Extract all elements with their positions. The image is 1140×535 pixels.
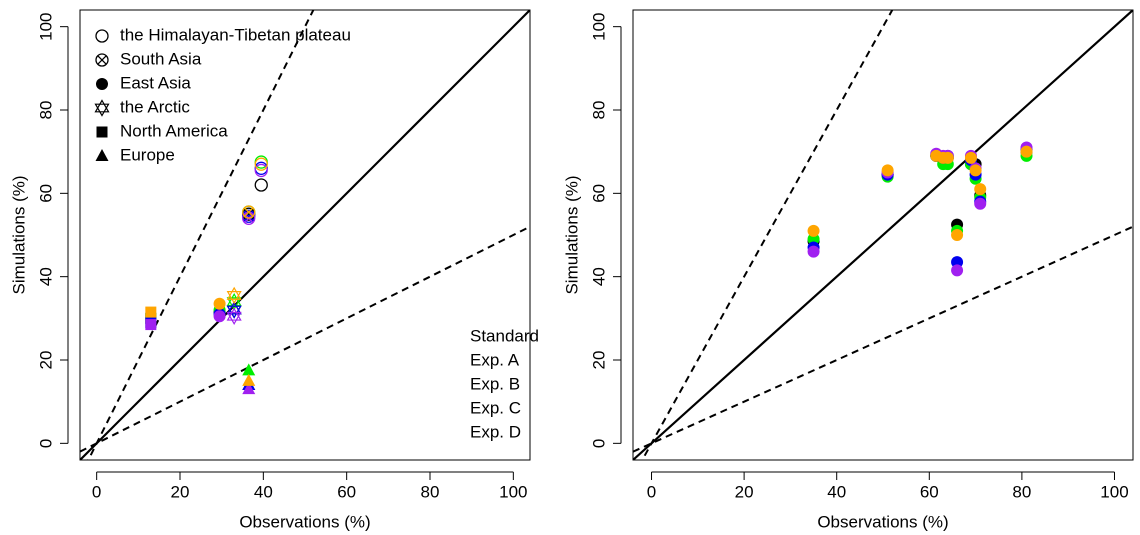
reference-line — [641, 10, 894, 460]
x-tick-label: 20 — [735, 482, 754, 501]
y-tick-label: 0 — [589, 439, 608, 448]
y-tick-label: 0 — [36, 439, 55, 448]
x-tick-label: 40 — [254, 482, 273, 501]
point — [1020, 145, 1033, 158]
plot-frame — [632, 9, 1134, 461]
point — [951, 229, 964, 241]
x-tick-label: 100 — [499, 482, 527, 501]
point — [964, 151, 977, 164]
reference-lines — [80, 10, 530, 460]
reference-line — [80, 225, 530, 453]
point — [254, 157, 268, 171]
point — [242, 205, 256, 219]
reference-line — [87, 10, 315, 460]
legend-marker — [96, 126, 108, 138]
x-tick-label: 0 — [647, 482, 656, 501]
point — [242, 382, 256, 395]
x-tick-label: 0 — [92, 482, 101, 501]
legend-label: Exp. D — [470, 422, 521, 441]
legend-marker — [94, 99, 110, 117]
x-tick-label: 80 — [1012, 482, 1031, 501]
legend-marker — [95, 29, 109, 43]
y-tick-label: 60 — [36, 184, 55, 203]
x-tick-label: 60 — [337, 482, 356, 501]
point — [941, 151, 954, 164]
y-tick-label: 80 — [36, 101, 55, 120]
y-tick-label: 20 — [36, 351, 55, 370]
point — [974, 197, 987, 210]
reference-lines — [633, 10, 1133, 460]
point — [951, 256, 964, 269]
legend-marker — [95, 149, 109, 161]
y-axis-label: Simulations (%) — [9, 175, 28, 294]
point — [807, 233, 820, 246]
y-tick-label: 40 — [36, 267, 55, 286]
reference-line — [633, 225, 1133, 453]
legend-label: Europe — [120, 145, 175, 164]
legend-label: Exp. B — [470, 374, 520, 393]
point — [242, 373, 256, 386]
reference-line — [633, 10, 1133, 460]
legend-label: the Arctic — [120, 97, 190, 116]
legend-label: East Asia — [120, 73, 191, 92]
x-tick-label: 20 — [171, 482, 190, 501]
point — [807, 245, 820, 258]
point — [226, 286, 242, 305]
point — [145, 319, 157, 331]
legend-label: Standard — [470, 326, 539, 345]
point — [226, 292, 242, 311]
x-tick-label: 60 — [920, 482, 939, 501]
point — [145, 306, 157, 318]
x-tick-label: 80 — [421, 482, 440, 501]
y-tick-label: 80 — [589, 101, 608, 120]
reference-line — [80, 10, 530, 460]
point — [242, 363, 256, 376]
plot-frame — [79, 9, 531, 461]
legend-label: South Asia — [120, 49, 202, 68]
point — [881, 164, 894, 177]
y-tick-label: 100 — [589, 12, 608, 40]
x-axis-label: Observations (%) — [817, 512, 948, 531]
point — [213, 310, 226, 323]
y-tick-label: 20 — [589, 351, 608, 370]
y-tick-label: 60 — [589, 184, 608, 203]
point — [974, 183, 987, 196]
plot: 0 20 40 60 80 100 0 20 40 60 80 100 Observations (%)… — [9, 9, 539, 531]
y-tick-label: 40 — [589, 267, 608, 286]
y-tick-label: 100 — [36, 12, 55, 40]
point — [226, 307, 242, 325]
x-tick-label: 100 — [1100, 482, 1128, 501]
plot: 0 20 40 60 80 100 0 20 40 60 80 100 Observations (%)… — [562, 9, 1134, 531]
legend-marker — [95, 53, 109, 67]
y-axis-label: Simulations (%) — [562, 175, 581, 294]
x-axis-label: Observations (%) — [239, 512, 370, 531]
point — [213, 297, 226, 310]
legend-label: Exp. A — [470, 350, 520, 369]
point — [951, 264, 964, 277]
point — [254, 178, 268, 192]
legend-marker — [96, 78, 108, 90]
legend-label: Exp. C — [470, 398, 521, 417]
point — [254, 163, 268, 178]
legend-label: North America — [120, 121, 228, 140]
point — [807, 224, 820, 237]
x-tick-label: 40 — [827, 482, 846, 501]
point — [969, 164, 982, 177]
legend-label: the Himalayan-Tibetan plateau — [120, 25, 351, 44]
